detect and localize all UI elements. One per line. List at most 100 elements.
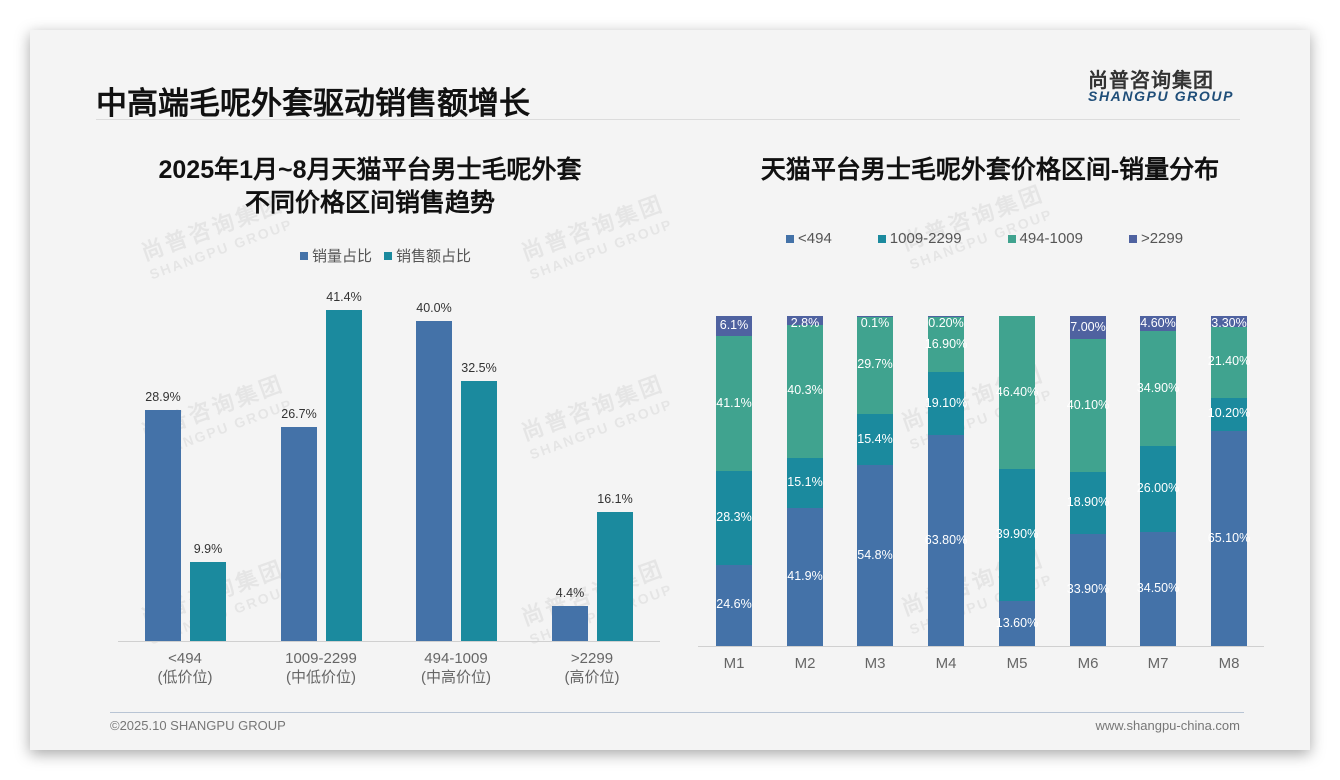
x-axis-line	[698, 646, 1264, 647]
bar-segment: 18.90%	[1067, 471, 1109, 535]
bar-segment: 13.60%	[996, 601, 1038, 646]
bar-sales	[190, 561, 226, 641]
legend-swatch-icon	[384, 251, 393, 260]
x-axis-label: <494 (低价位)	[157, 650, 213, 686]
bar-segment: 15.1%	[787, 457, 823, 508]
bar-segment: 26.00%	[1137, 446, 1179, 533]
footer-website: www.shangpu-china.com	[1095, 718, 1240, 733]
stacked-bar-M3: 54.8% 15.4% 29.7% 0.1%	[857, 316, 893, 646]
x-axis-line	[118, 641, 660, 642]
bar-segment: 2.8%	[787, 315, 823, 330]
bar-segment: 40.10%	[1067, 339, 1109, 472]
segment-value-label: 63.80%	[924, 532, 968, 547]
segment-value-label: 40.10%	[1066, 397, 1110, 412]
segment-value-label: 40.3%	[787, 383, 823, 398]
stacked-bar-M1: 24.6% 28.3% 41.1% 6.1%	[716, 315, 752, 646]
segment-value-label: 0.1%	[860, 316, 890, 331]
bar-segment: 19.10%	[925, 372, 967, 436]
stacked-bar-M2: 41.9% 15.1% 40.3% 2.8%	[787, 315, 823, 646]
legend-label: >2299	[1140, 230, 1184, 247]
legend-label: 销量占比	[312, 248, 373, 265]
legend-swatch-icon	[300, 251, 308, 260]
legend-item-gt2299: >2299	[1128, 230, 1184, 247]
segment-value-label: 3.30%	[1211, 316, 1247, 331]
legend-label: 1009-2299	[889, 230, 962, 247]
segment-value-label: 39.90%	[995, 527, 1039, 542]
segment-value-label: 15.4%	[857, 431, 893, 446]
left-chart-title-line2: 不同价格区间销售趋势	[244, 189, 495, 217]
bar-segment: 34.50%	[1137, 532, 1179, 646]
legend-item-1009-2299: 1009-2299	[877, 230, 962, 247]
segment-value-label: 4.60%	[1140, 316, 1176, 331]
segment-value-label: 34.50%	[1136, 581, 1180, 596]
bar-value-label: 16.1%	[597, 492, 633, 507]
legend-item-sales: 销售额占比	[384, 245, 471, 266]
bar-segment: 63.80%	[925, 435, 967, 646]
bar-segment: 29.7%	[857, 316, 893, 415]
page-title: 中高端毛呢外套驱动销售额增长	[96, 86, 530, 121]
segment-value-label: 41.9%	[787, 568, 823, 583]
segment-value-label: 46.40%	[995, 384, 1039, 399]
segment-value-label: 15.1%	[787, 474, 823, 489]
segment-value-label: 28.3%	[716, 510, 752, 525]
footer-copyright: ©2025.10 SHANGPU GROUP	[110, 718, 286, 733]
bar-segment: 33.90%	[1067, 534, 1109, 646]
bar-segment: 3.30%	[1211, 316, 1247, 330]
bar-segment: 21.40%	[1208, 326, 1250, 398]
x-axis-label: M5	[1006, 655, 1028, 672]
bar-segment: 54.8%	[857, 465, 893, 646]
bar-segment: 34.90%	[1137, 331, 1179, 447]
logo-english: SHANGPU GROUP	[1088, 88, 1235, 104]
segment-value-label: 65.10%	[1207, 530, 1251, 545]
x-axis-label: 494-1009 (中高价位)	[421, 650, 491, 686]
right-chart-title: 天猫平台男士毛呢外套价格区间-销量分布	[760, 156, 1220, 184]
segment-value-label: 21.40%	[1207, 354, 1251, 369]
legend-swatch-icon	[877, 234, 886, 243]
x-axis-label: M8	[1218, 655, 1240, 672]
left-chart-title: 2025年1月~8月天猫平台男士毛呢外套 不同价格区间销售趋势	[90, 154, 650, 220]
bar-segment: 24.6%	[716, 564, 752, 646]
bar-value-label: 9.9%	[193, 541, 223, 556]
stacked-bar-M7: 34.50% 26.00% 34.90% 4.60%	[1137, 316, 1179, 646]
bar-sales	[461, 381, 497, 641]
stacked-bar-M5: 13.60% 39.90% 46.40%	[996, 316, 1038, 646]
stacked-bar-M8: 65.10% 10.20% 21.40% 3.30%	[1208, 316, 1250, 646]
segment-value-label: 29.7%	[857, 357, 893, 372]
legend-label: 销售额占比	[396, 248, 472, 265]
x-axis-label: M1	[723, 655, 745, 672]
x-axis-label: >2299 (高价位)	[564, 650, 620, 686]
right-chart-plot: 24.6% 28.3% 41.1% 6.1% M1 41.9% 15.1% 40.3% 2.8%…	[30, 30, 1310, 750]
segment-value-label: 34.90%	[1136, 380, 1180, 395]
bar-segment: 7.00%	[1070, 316, 1106, 340]
title-divider	[96, 119, 1240, 120]
bar-segment: 0.20%	[928, 316, 964, 330]
bar-sales	[326, 309, 362, 641]
legend-label: <494	[798, 230, 832, 247]
segment-value-label: 24.6%	[716, 597, 752, 612]
segment-value-label: 41.1%	[716, 395, 752, 410]
legend-label: 494-1009	[1019, 230, 1083, 247]
bar-segment: 16.90%	[925, 316, 967, 373]
logo-chinese: 尚普咨询集团	[1088, 70, 1214, 92]
slide: 尚普咨询集团 SHANGPU GROUP 尚普咨询集团 SHANGPU GROUP …	[30, 30, 1310, 750]
segment-value-label: 2.8%	[790, 315, 820, 330]
footer-divider	[110, 712, 1244, 713]
bar-value-label: 26.7%	[281, 407, 317, 422]
bar-segment: 39.90%	[996, 469, 1038, 602]
bar-volume	[552, 605, 588, 641]
legend-swatch-icon	[1128, 234, 1137, 243]
segment-value-label: 0.20%	[928, 316, 964, 331]
bar-segment: 6.1%	[716, 315, 752, 336]
segment-value-label: 19.10%	[924, 395, 968, 410]
legend-item-volume: 销量占比	[300, 245, 372, 266]
x-axis-label: M7	[1147, 655, 1169, 672]
bar-segment: 15.4%	[857, 414, 893, 466]
left-chart-title-line1: 2025年1月~8月天猫平台男士毛呢外套	[158, 156, 582, 184]
bar-value-label: 28.9%	[145, 389, 181, 404]
x-axis-label: 1009-2299 (中低价位)	[285, 650, 357, 686]
right-chart-legend: <494 1009-2299 494-1009 >2299	[786, 230, 1183, 247]
bar-volume	[145, 409, 181, 641]
bar-volume	[416, 321, 452, 641]
bar-value-label: 41.4%	[326, 289, 362, 304]
segment-value-label: 16.90%	[924, 336, 968, 351]
